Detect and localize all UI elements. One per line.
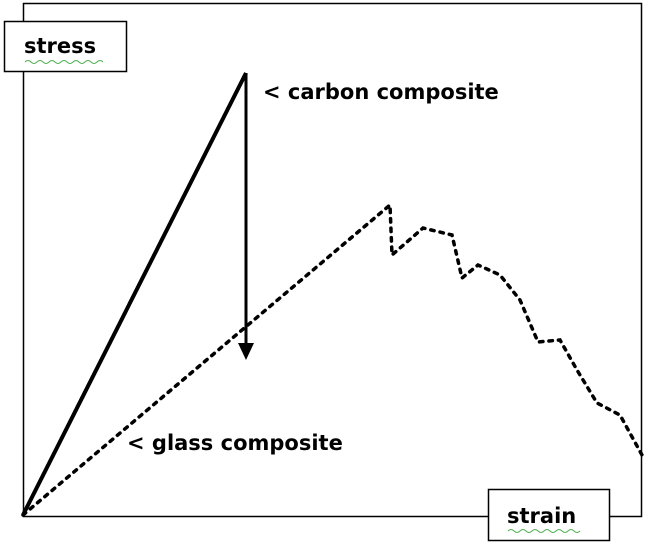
y-axis-label: stress [24, 34, 96, 58]
carbon-curve [21, 72, 248, 516]
glass-curve [21, 201, 644, 517]
carbon-label: < carbon composite [263, 80, 499, 104]
frame [22, 2, 643, 518]
stress-box [3, 20, 128, 73]
spell-underline [24, 60, 104, 64]
spell-underline [507, 529, 581, 533]
glass-label: < glass composite [127, 431, 343, 455]
x-axis-label: strain [507, 504, 576, 528]
strain-box [487, 488, 611, 542]
arrow-head [238, 343, 254, 360]
